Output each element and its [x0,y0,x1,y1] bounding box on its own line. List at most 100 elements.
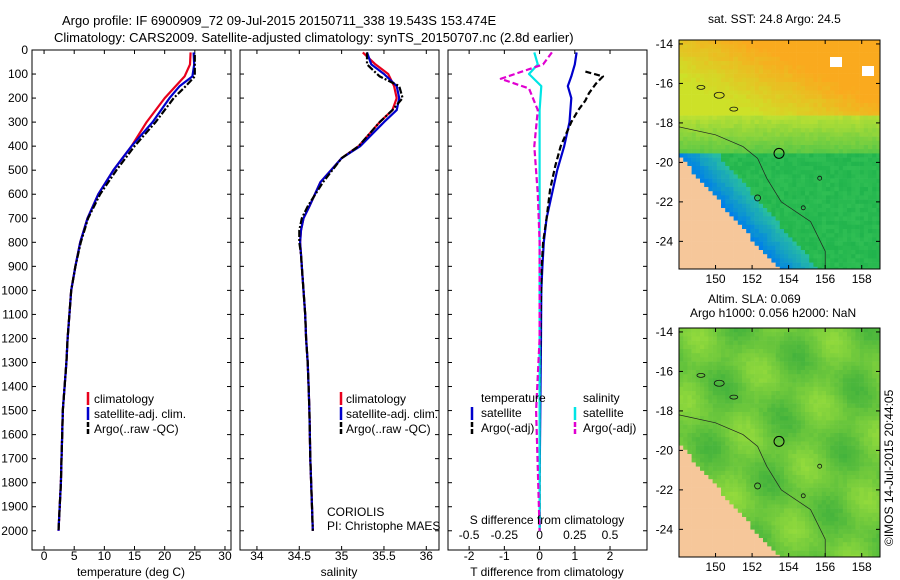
map-cell [721,149,726,154]
map-cell [859,487,865,493]
map-cell [729,357,734,362]
map-cell [742,166,747,171]
map-cell [687,119,692,125]
map-cell [742,262,747,268]
map-cell [750,124,755,129]
map-cell [725,395,730,400]
map-cell [800,433,806,438]
map-cell [809,365,814,371]
map-cell [758,199,764,205]
map-cell [817,245,823,251]
map-cell [691,370,697,375]
map-cell [838,48,844,53]
map-cell [758,195,764,200]
map-cell [796,433,802,438]
map-cell [796,424,802,430]
map-cell [742,90,747,95]
map-cell [792,182,797,188]
map-cell [809,166,814,171]
map-cell [712,258,718,263]
map-cell [737,479,743,484]
map-cell [842,496,848,501]
map-cell [842,483,848,488]
map-cell [754,403,760,409]
map-cell [737,462,743,467]
map-cell [737,449,743,455]
map-cell [859,107,865,112]
map-cell [725,149,730,154]
map-cell [805,166,810,171]
map-cell [691,73,697,79]
map-cell [788,98,793,104]
map-cell [708,48,713,53]
map-cell [695,182,701,188]
map-cell [817,266,823,269]
map-cell [695,90,701,95]
map-cell [779,216,785,221]
map-cell [763,466,768,472]
map-cell [758,77,764,83]
map-cell [813,237,818,242]
map-cell [750,107,755,112]
map-cell [855,479,860,484]
map-cell [876,262,880,268]
map-cell [750,44,755,49]
map-cell [779,52,785,58]
map-cell [800,361,806,367]
map-cell [758,475,764,480]
map-cell [708,266,713,269]
map-cell [868,145,873,150]
map-cell [683,161,688,167]
map-cell [834,340,839,346]
map-cell [712,361,718,367]
map-cell [826,382,831,388]
map-cell [847,103,852,108]
map-cell [847,149,852,154]
map-cell [805,262,810,268]
map-cell [826,374,831,379]
map-cell [826,433,831,438]
map-cell [729,344,734,350]
map-cell [695,103,701,108]
map-cell [800,212,806,217]
map-cell [830,115,835,121]
map-cell [830,208,835,213]
map-cell [859,69,865,74]
map-cell [754,119,760,125]
map-cell [788,332,793,337]
map-cell [868,462,873,467]
map-cell [742,149,747,154]
map-cell [800,462,806,467]
map-cell [809,407,814,413]
map-cell [796,61,802,66]
map-cell [729,399,734,404]
map-cell [826,395,831,400]
map-cell [821,73,827,79]
map-cell [830,344,835,350]
map-cell [733,128,739,133]
map-cell [784,174,789,179]
map-cell [779,145,785,150]
map-cell [712,187,718,192]
map-cell [872,69,877,74]
map-cell [679,479,684,484]
map-cell [784,82,789,87]
map-cell [872,328,877,333]
map-cell [763,258,768,263]
map-cell [721,332,726,337]
map-cell [792,462,797,467]
map-cell [725,145,730,150]
map-cell [746,56,751,62]
map-cell [809,391,814,396]
map-cell [775,182,781,188]
map-cell [863,128,869,133]
map-cell [716,454,722,459]
map-cell [683,491,688,497]
map-cell [716,382,722,388]
map-cell [716,166,722,171]
map-cell [758,119,764,125]
map-cell [813,103,818,108]
map-cell [834,454,839,459]
map-cell [784,353,789,358]
map-cell [876,349,880,354]
